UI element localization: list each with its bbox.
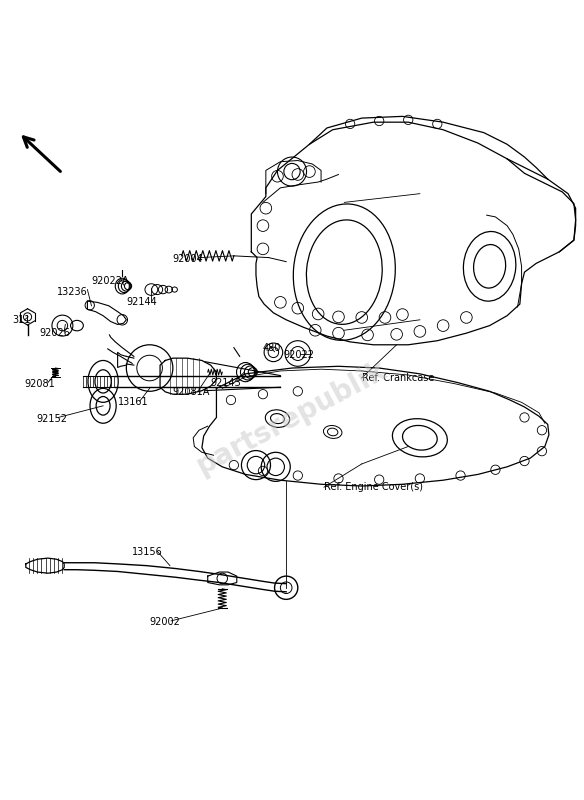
Text: 92081A: 92081A xyxy=(173,387,210,398)
Text: Ref. Crankcase: Ref. Crankcase xyxy=(361,373,434,383)
Text: 13161: 13161 xyxy=(117,397,148,406)
Text: 92026: 92026 xyxy=(39,328,70,338)
Text: 92081: 92081 xyxy=(25,379,55,390)
Text: 92022: 92022 xyxy=(283,350,314,360)
Text: 480: 480 xyxy=(263,342,281,353)
Text: 92022A: 92022A xyxy=(92,276,129,286)
Text: 92002: 92002 xyxy=(150,617,180,627)
Text: 13156: 13156 xyxy=(132,547,163,558)
Text: 92143: 92143 xyxy=(211,378,241,387)
Text: partsrepublik: partsrepublik xyxy=(192,355,392,479)
Text: 92144: 92144 xyxy=(126,298,157,307)
Text: Ref. Engine Cover(s): Ref. Engine Cover(s) xyxy=(324,482,423,492)
Text: 311: 311 xyxy=(12,315,30,326)
Text: 92004: 92004 xyxy=(173,254,204,264)
Text: 92152: 92152 xyxy=(36,414,67,424)
Text: 13236: 13236 xyxy=(57,287,88,298)
